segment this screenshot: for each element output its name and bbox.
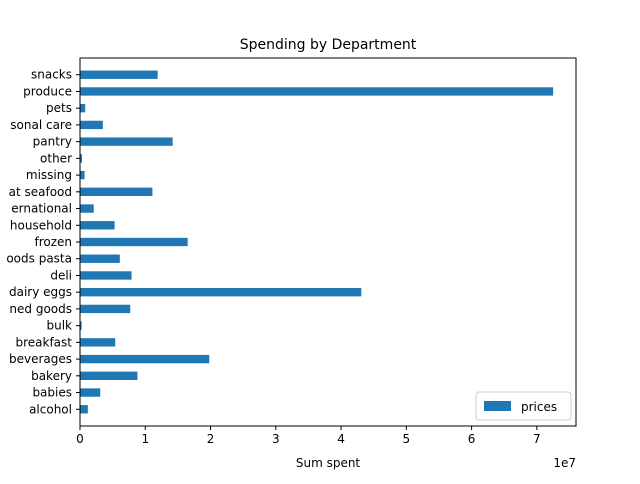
legend-box — [475, 391, 572, 421]
y-tick-label: bulk — [46, 319, 72, 333]
y-tick-label: alcohol — [29, 402, 72, 416]
x-tick-label: 4 — [337, 432, 345, 446]
y-tick-label: oods pasta — [6, 252, 72, 266]
bar-beverages — [80, 354, 210, 364]
bar-alcohol — [80, 405, 88, 414]
legend-label-prices: prices — [521, 400, 557, 414]
y-tick-label: babies — [32, 386, 72, 400]
x-tick-label: 0 — [76, 432, 84, 446]
bar-breakfast — [80, 338, 116, 347]
y-tick-label: sonal care — [10, 118, 72, 132]
legend-swatch — [484, 401, 511, 411]
y-tick-label: missing — [26, 168, 72, 182]
x-tick-label: 5 — [402, 432, 410, 446]
legend: prices — [475, 391, 572, 421]
bar-dry-goods-pasta — [80, 254, 120, 263]
y-tick-label: pets — [46, 101, 72, 115]
x-axis-label: Sum spent — [296, 456, 361, 470]
y-tick-label: other — [40, 151, 72, 165]
bar-babies — [80, 388, 101, 397]
bar-dairy-eggs — [80, 288, 362, 297]
bar-pantry — [80, 137, 173, 146]
x-axis-ticks: 0 1 2 3 4 5 6 7 — [76, 426, 541, 446]
y-tick-label: deli — [50, 268, 72, 282]
x-tick-label: 2 — [207, 432, 215, 446]
bar-produce — [80, 87, 554, 96]
chart-title: Spending by Department — [240, 37, 417, 53]
y-tick-label: ned goods — [9, 302, 72, 316]
x-tick-label: 3 — [272, 432, 280, 446]
y-tick-label: produce — [23, 84, 72, 98]
bar-other — [80, 154, 82, 163]
y-tick-label: frozen — [34, 235, 72, 249]
bar-pets — [80, 104, 86, 113]
y-tick-label: household — [10, 218, 72, 232]
y-tick-label: ernational — [11, 202, 72, 216]
bar-missing — [80, 170, 85, 180]
bar-meat-seafood — [80, 187, 153, 196]
x-tick-label: 1 — [141, 432, 149, 446]
x-tick-label: 7 — [533, 432, 541, 446]
y-tick-label: at seafood — [9, 185, 72, 199]
y-tick-label: pantry — [33, 135, 72, 149]
y-tick-label: beverages — [9, 352, 72, 366]
y-axis-ticks: alcohol babies bakery beverages breakfast bul… — [6, 68, 80, 416]
bars-group — [80, 70, 554, 414]
x-axis-offset-label: 1e7 — [553, 456, 576, 470]
plot-frame — [79, 57, 577, 427]
bar-canned-goods — [80, 304, 131, 314]
bar-bakery — [80, 371, 138, 380]
bar-snacks — [80, 70, 158, 79]
y-tick-label: bakery — [31, 369, 72, 383]
bar-international — [80, 204, 94, 213]
y-tick-label: snacks — [31, 68, 72, 82]
bar-frozen — [80, 237, 188, 247]
y-tick-label: breakfast — [15, 335, 72, 349]
bar-personal-care — [80, 120, 103, 130]
y-tick-label: dairy eggs — [9, 285, 72, 299]
x-tick-label: 6 — [468, 432, 476, 446]
bar-deli — [80, 271, 132, 280]
bar-household — [80, 221, 115, 230]
bar-bulk — [80, 321, 82, 330]
